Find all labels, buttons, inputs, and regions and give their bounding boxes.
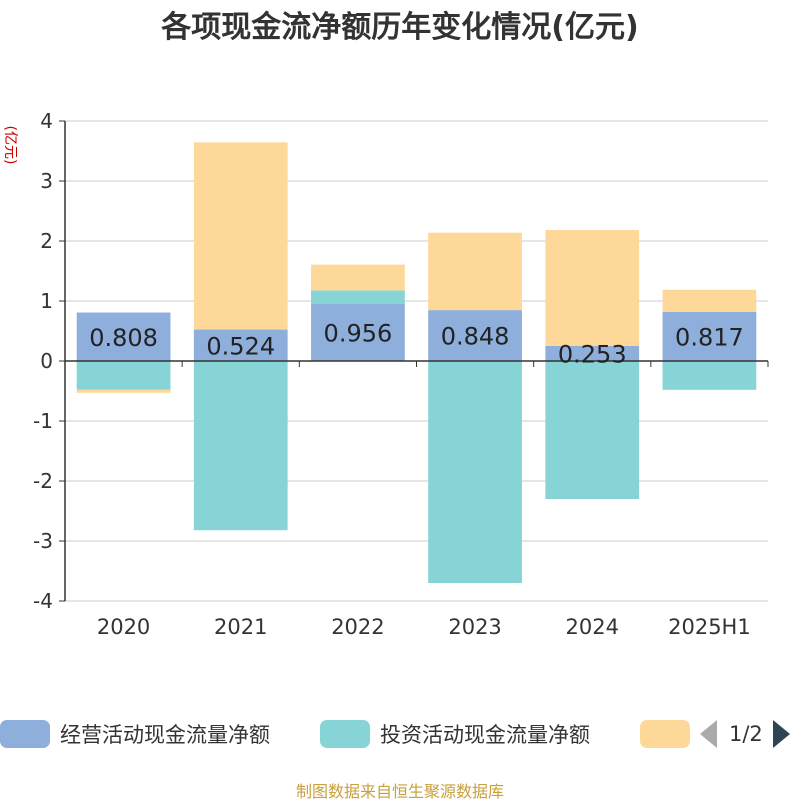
x-tick-label: 2023	[448, 615, 501, 639]
y-tick-label: -2	[33, 469, 53, 493]
gridlines	[65, 120, 768, 602]
bar-financing-2020	[76, 389, 171, 393]
y-tick-label: -4	[33, 589, 53, 613]
legend-swatch-financing	[640, 720, 690, 748]
data-label-operating: 0.253	[558, 340, 627, 368]
x-tick-label: 2022	[331, 615, 384, 639]
bar-investing-2023	[428, 361, 522, 583]
y-tick-label: 2	[40, 229, 53, 253]
legend-swatch-operating	[0, 720, 50, 748]
data-label-operating: 0.808	[89, 324, 158, 352]
data-label-operating: 0.848	[441, 323, 510, 351]
bar-financing-2021	[193, 142, 288, 330]
axes: 4 3 2 1 0 -1 -2 -3 -4 2020 2021 2022 2023 2024 2025H1	[33, 109, 769, 639]
legend-swatch-investing	[320, 720, 370, 748]
y-tick-label: -3	[33, 529, 53, 553]
data-labels: 0.808 0.524 0.956 0.848 0.253 0.817	[89, 319, 744, 368]
x-tick-label: 2024	[566, 615, 619, 639]
bar-operating-2025H1	[662, 311, 757, 361]
bar-investing-2021	[193, 361, 288, 531]
bar-operating-2020	[76, 312, 171, 361]
chart-title: 各项现金流净额历年变化情况(亿元)	[161, 10, 639, 45]
legend-label-operating: 经营活动现金流量净额	[60, 723, 270, 747]
legend-next-page-icon[interactable]	[772, 720, 790, 748]
legend: 经营活动现金流量净额 投资活动现金流量净额 1/2	[0, 714, 800, 754]
bar-investing-2020	[76, 361, 171, 390]
bars	[76, 142, 757, 583]
bar-financing-2023	[428, 232, 522, 311]
y-tick-label: 4	[40, 109, 53, 133]
legend-prev-page-icon[interactable]	[700, 720, 717, 748]
bar-investing-2024	[545, 361, 640, 499]
bar-investing-2022	[311, 290, 405, 304]
bar-operating-2021	[193, 329, 288, 361]
data-label-operating: 0.817	[675, 323, 744, 351]
y-tick-label: -1	[33, 409, 53, 433]
legend-item-investing[interactable]: 投资活动现金流量净额	[320, 714, 590, 754]
y-axis-title: (亿元)	[2, 126, 18, 165]
x-tick-label: 2021	[214, 615, 267, 639]
legend-page-indicator: 1/2	[729, 722, 763, 746]
bar-operating-2024	[545, 345, 640, 361]
y-tick-label: 3	[40, 169, 53, 193]
source-note: 制图数据来自恒生聚源数据库	[295, 782, 504, 801]
legend-pager: 1/2	[700, 714, 790, 754]
y-tick-label: 0	[40, 349, 53, 373]
bar-financing-2024	[545, 230, 640, 346]
bar-operating-2023	[428, 310, 522, 361]
y-tick-label: 1	[40, 289, 53, 313]
data-label-operating: 0.524	[206, 332, 275, 360]
legend-label-investing: 投资活动现金流量净额	[380, 723, 590, 747]
bar-financing-2022	[311, 264, 405, 291]
data-label-operating: 0.956	[324, 319, 393, 347]
bar-financing-2025H1	[662, 289, 757, 312]
x-tick-label: 2020	[97, 615, 150, 639]
legend-item-operating[interactable]: 经营活动现金流量净额	[0, 714, 270, 754]
x-tick-label: 2025H1	[668, 615, 751, 639]
legend-item-financing[interactable]	[640, 714, 690, 754]
bar-operating-2022	[311, 303, 405, 361]
bar-investing-2025H1	[662, 361, 757, 390]
